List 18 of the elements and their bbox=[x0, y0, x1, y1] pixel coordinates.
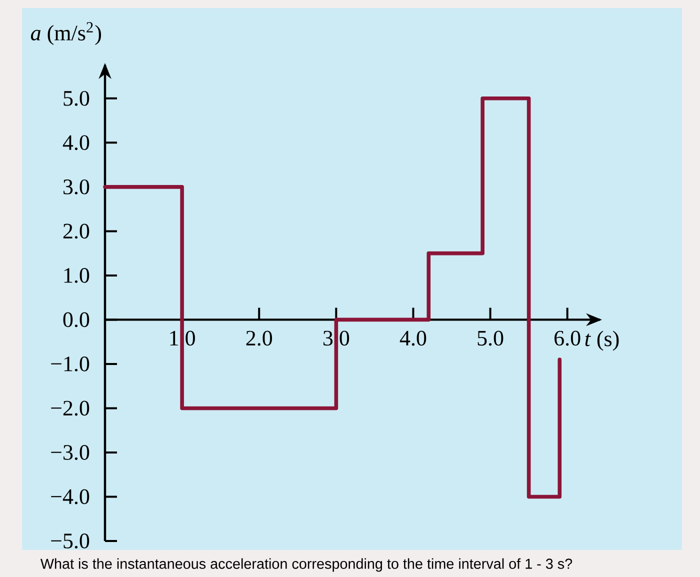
y-tick-label: 4.0 bbox=[62, 135, 90, 150]
x-tick-label: 2.0 bbox=[246, 330, 272, 346]
y-tick-label: −2.0 bbox=[51, 400, 90, 416]
x-tick-label: 5.0 bbox=[478, 330, 504, 346]
y-tick-label: 5.0 bbox=[64, 90, 90, 106]
y-tick-label: 0.0 bbox=[63, 312, 90, 328]
y-tick-label: −5.0 bbox=[51, 534, 90, 548]
y-axis-title: a (m/s$^{2}$) bbox=[30, 22, 102, 45]
y-tick-label: 1.0 bbox=[64, 268, 90, 283]
y-tick-label: −3.0 bbox=[51, 445, 90, 460]
x-tick-label: 4.0 bbox=[400, 330, 426, 346]
text: What is the instantaneous acceleration corresponding to the time interval of 1 - 3 s? bbox=[40, 558, 572, 572]
y-tick-label: 2.0 bbox=[63, 224, 90, 239]
y-tick-label: −1.0 bbox=[51, 356, 90, 372]
y-tick-label: −4.0 bbox=[51, 489, 90, 504]
y-tick-label: 3.0 bbox=[64, 179, 90, 194]
x-tick-label: 6.0 bbox=[554, 330, 580, 346]
x-axis-title: t (s) bbox=[585, 330, 619, 351]
